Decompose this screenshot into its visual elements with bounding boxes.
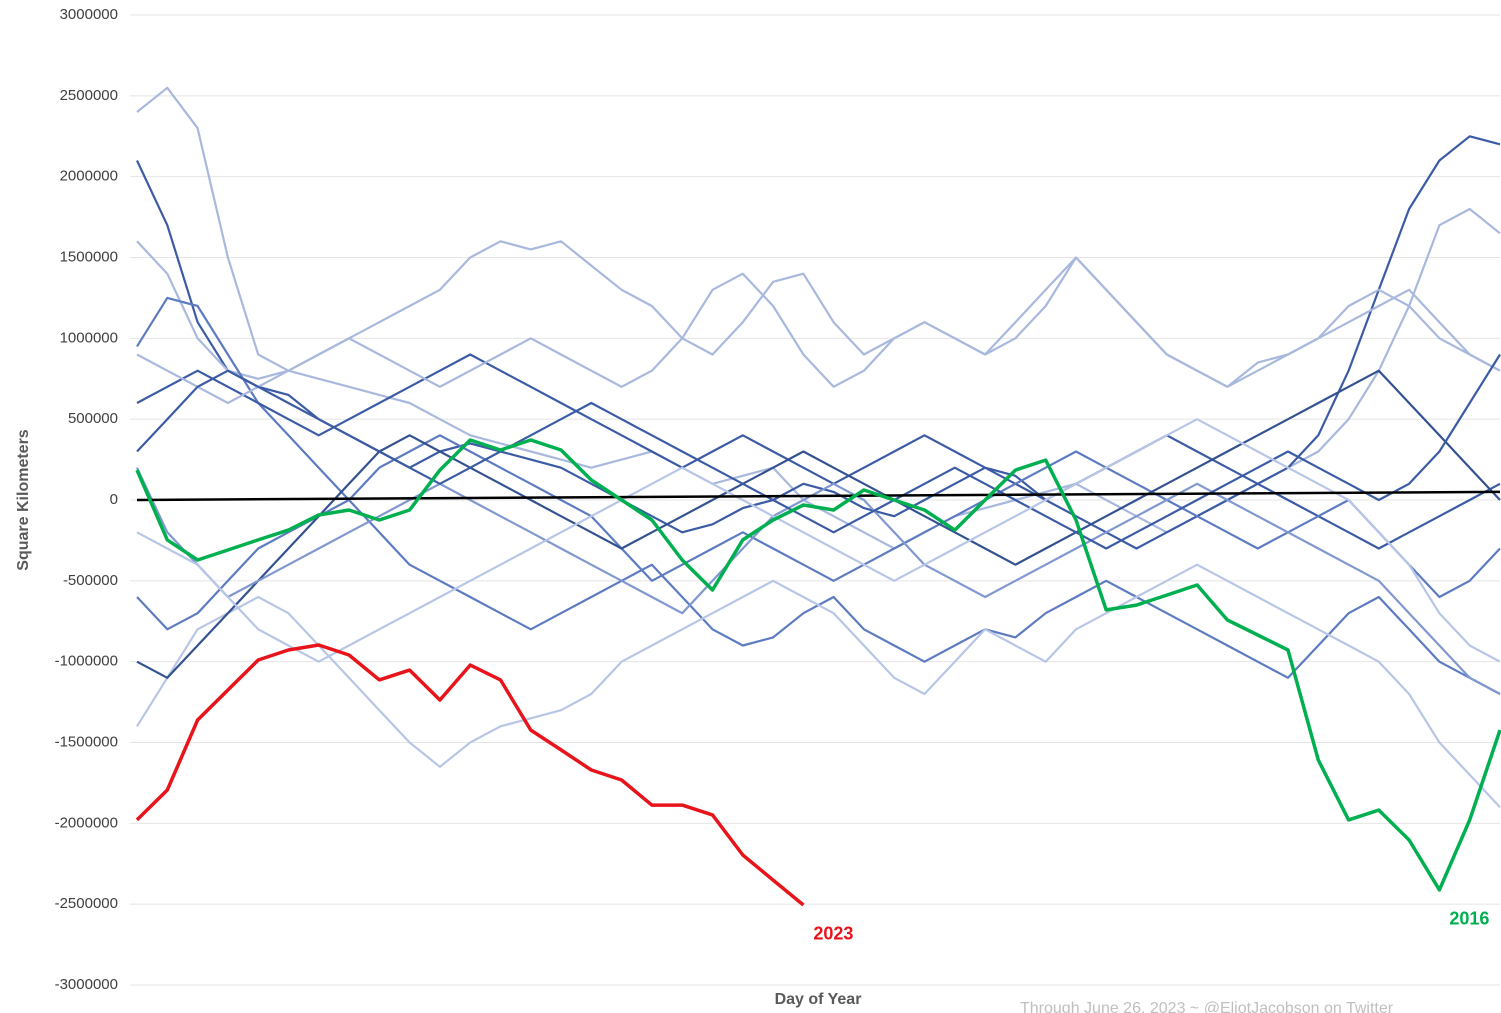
series-line (136, 240, 1501, 388)
series-label: 2023 (813, 924, 853, 944)
y-tick-label: 2500000 (60, 87, 118, 104)
y-tick-label: 3000000 (60, 6, 118, 23)
series-line (136, 369, 1501, 679)
y-tick-label: 1500000 (60, 248, 118, 265)
series-line (135, 438, 1501, 892)
y-tick-label: -1500000 (55, 733, 118, 750)
y-tick-label: -1000000 (55, 653, 118, 670)
x-axis-title: Day of Year (775, 991, 862, 1008)
y-tick-label: -3000000 (55, 976, 118, 993)
series-line (136, 86, 1501, 550)
series-line (136, 353, 1501, 550)
series-label: 2016 (1449, 909, 1489, 929)
y-tick-label: -2500000 (55, 895, 118, 912)
y-tick-label: 500000 (68, 410, 118, 427)
series-line (136, 563, 1501, 808)
series-line (136, 418, 1501, 663)
y-tick-label: 0 (110, 491, 118, 508)
series-line (136, 467, 1501, 695)
series-line (135, 643, 805, 907)
y-tick-label: 1000000 (60, 329, 118, 346)
y-tick-label: -500000 (63, 572, 118, 589)
footnote: Through June 26, 2023 ~ @EliotJacobson o… (1020, 1000, 1394, 1013)
reference-line (136, 490, 1501, 502)
y-tick-label: -2000000 (55, 814, 118, 831)
series-line (136, 353, 1501, 550)
y-axis-title: Square Kilometers (15, 429, 32, 570)
y-tick-label: 2000000 (60, 168, 118, 185)
series-line (136, 256, 1501, 405)
series-line (136, 434, 1501, 631)
